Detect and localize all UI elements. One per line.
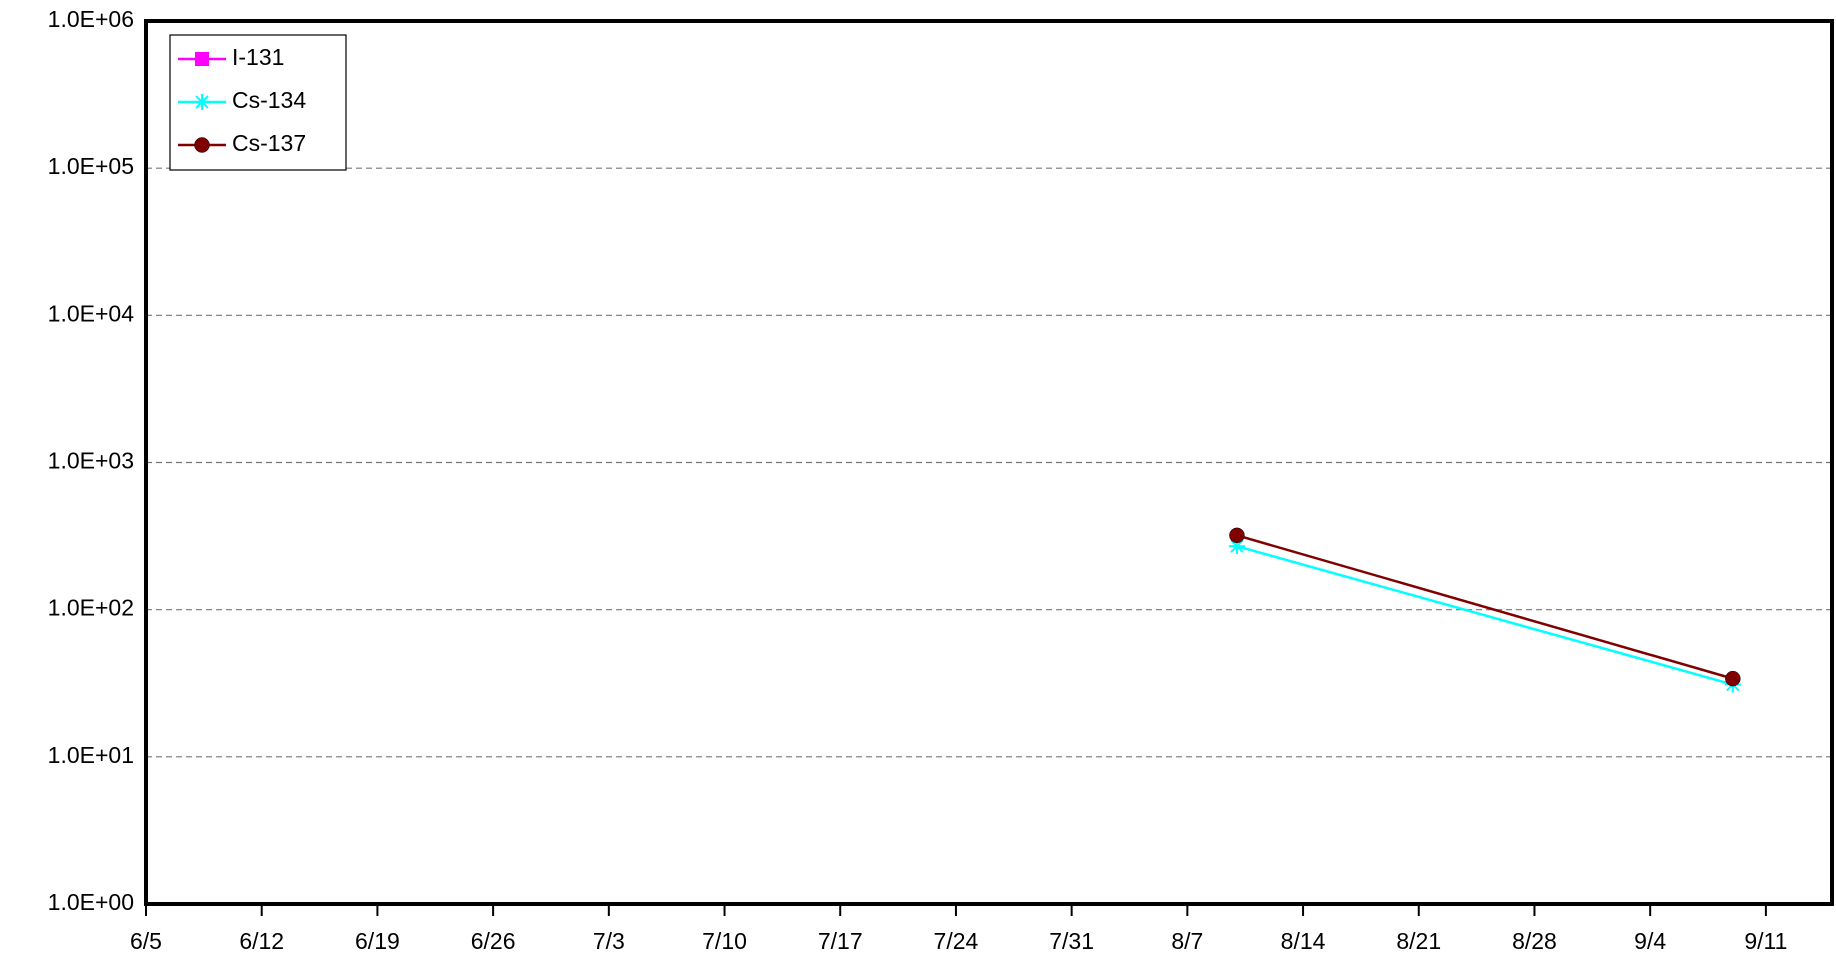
y-tick-label: 1.0E+06 xyxy=(48,6,134,32)
x-tick-label: 6/19 xyxy=(355,928,400,954)
legend-label: Cs-134 xyxy=(232,87,306,113)
x-tick-label: 8/21 xyxy=(1396,928,1441,954)
data-point xyxy=(1228,538,1245,555)
y-tick-label: 1.0E+02 xyxy=(48,595,134,621)
y-tick-label: 1.0E+05 xyxy=(48,153,134,179)
legend-marker xyxy=(194,137,210,153)
x-tick-label: 6/26 xyxy=(471,928,516,954)
series-line xyxy=(1236,544,1734,686)
series-line xyxy=(1236,534,1734,680)
y-tick-label: 1.0E+04 xyxy=(48,300,135,326)
plot-frame xyxy=(144,19,1834,906)
x-tick-label: 7/24 xyxy=(934,928,979,954)
x-tick-label: 6/5 xyxy=(130,928,162,954)
legend-label: Cs-137 xyxy=(232,130,306,156)
x-tick-label: 7/31 xyxy=(1049,928,1094,954)
x-tick-label: 6/12 xyxy=(239,928,284,954)
data-point xyxy=(1725,670,1741,687)
y-tick-label: 1.0E+03 xyxy=(48,448,134,474)
x-tick-label: 8/7 xyxy=(1171,928,1203,954)
legend-marker xyxy=(194,94,210,110)
y-tick-label: 1.0E+01 xyxy=(48,742,134,768)
x-tick-label: 8/28 xyxy=(1512,928,1557,954)
legend-marker xyxy=(195,52,209,66)
legend-label: I-131 xyxy=(232,44,284,70)
x-tick-label: 9/11 xyxy=(1744,928,1787,954)
x-tick-label: 9/4 xyxy=(1634,928,1666,954)
x-tick-label: 7/3 xyxy=(593,928,625,954)
y-tick-label: 1.0E+00 xyxy=(48,889,134,915)
x-tick-label: 7/17 xyxy=(818,928,863,954)
x-tick-label: 7/10 xyxy=(702,928,747,954)
data-point xyxy=(1229,527,1245,544)
x-tick-label: 8/14 xyxy=(1281,928,1326,954)
